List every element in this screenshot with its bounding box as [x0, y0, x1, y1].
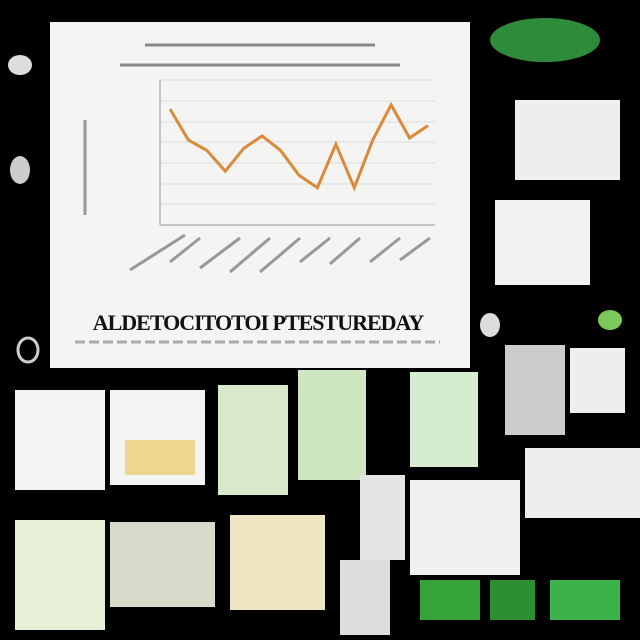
caption: ALDETOCITOTOI PTESTUREDAY — [93, 310, 425, 335]
garbled-title — [120, 43, 400, 67]
data-line — [168, 101, 429, 192]
grid — [160, 79, 435, 205]
thumbnails — [8, 18, 640, 635]
line-layer — [168, 101, 429, 192]
garbled-x-labels — [83, 120, 431, 274]
